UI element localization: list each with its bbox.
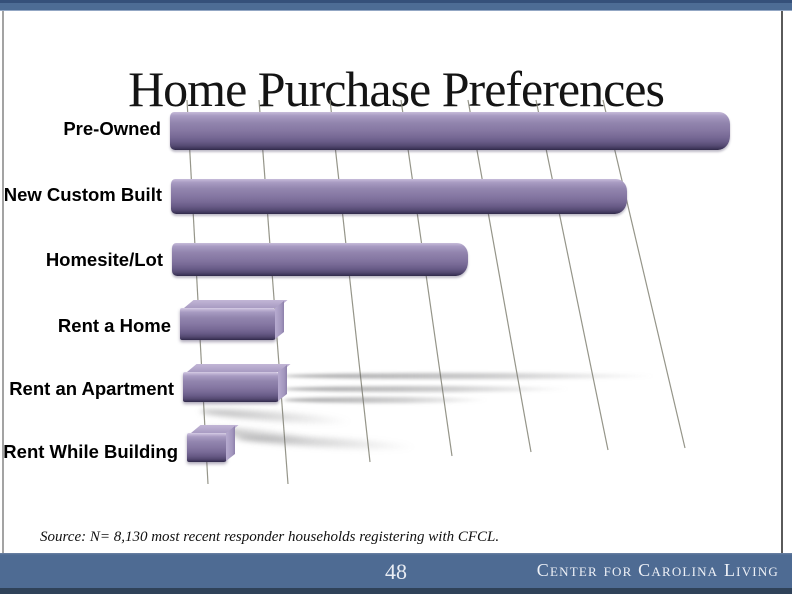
slide-right-border <box>781 11 783 553</box>
bar-label-homesite-lot: Homesite/Lot <box>45 249 163 270</box>
bar-homesite-lot <box>172 243 468 276</box>
bar-top-face <box>184 300 288 308</box>
slide-left-border <box>2 11 4 553</box>
bar-rent-a-home <box>180 308 276 340</box>
bar-rent-while-building <box>187 433 227 462</box>
brand-text: Center for Carolina Living <box>536 560 779 580</box>
page-title: Home Purchase Preferences <box>128 60 665 117</box>
bar-label-rent-an-apartment: Rent an Apartment <box>9 378 174 399</box>
source-note: Source: N= 8,130 most recent responder h… <box>40 529 500 545</box>
bar-top-face <box>187 364 291 372</box>
bar-label-rent-while-building: Rent While Building <box>3 441 178 462</box>
bar-pre-owned <box>170 112 730 150</box>
bar-new-custom-built <box>171 179 627 214</box>
page-number: 48 <box>385 559 407 584</box>
bar-rent-an-apartment <box>183 372 279 402</box>
bar-label-new-custom-built: New Custom Built <box>3 184 162 205</box>
bar-label-rent-a-home: Rent a Home <box>57 315 171 336</box>
bar-label-pre-owned: Pre-Owned <box>63 118 161 139</box>
top-accent-band <box>0 0 792 11</box>
footer-bar: 48 Center for Carolina Living <box>0 553 792 594</box>
